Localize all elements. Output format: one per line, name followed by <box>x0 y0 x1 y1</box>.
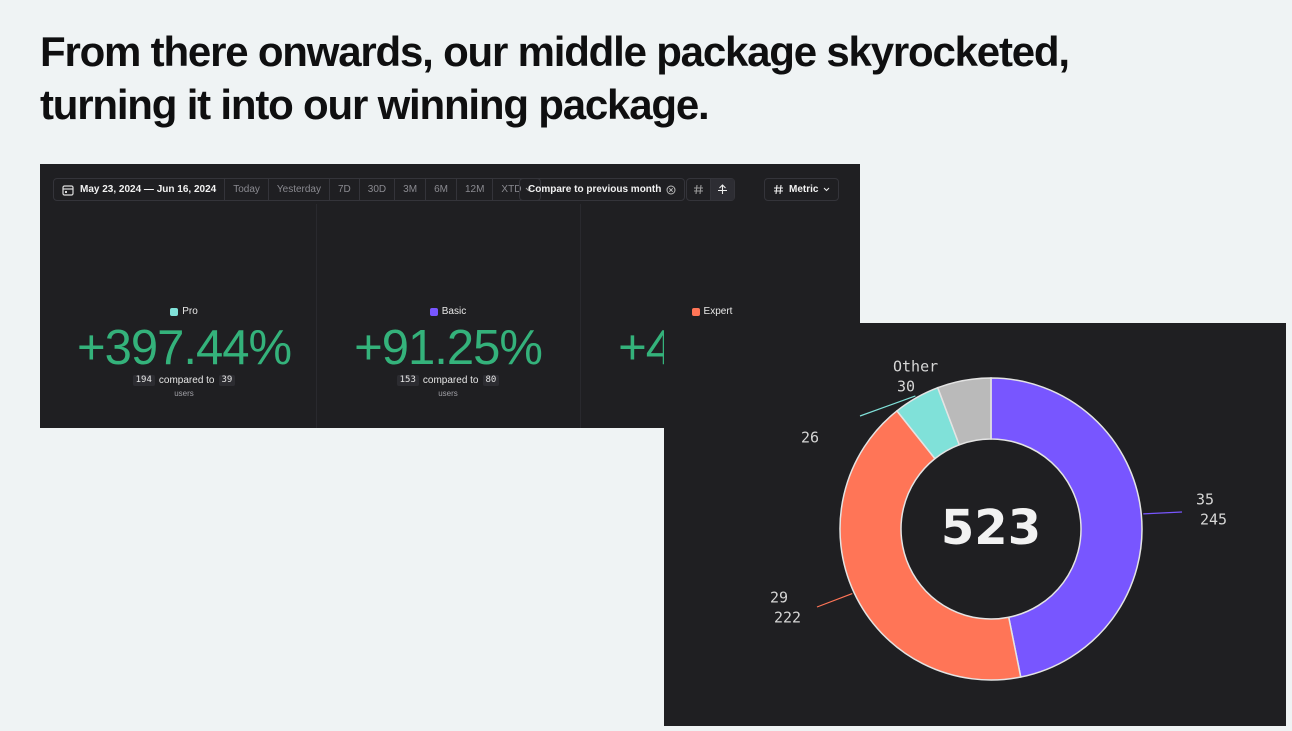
preset-text: 30D <box>367 184 387 195</box>
metric-unit: users <box>174 389 194 398</box>
comparison-text: compared to <box>158 375 215 386</box>
metric-legend: Basic <box>316 306 580 317</box>
preset-text: Today <box>233 184 260 195</box>
donut-panel: 35 245 29 222 26 Other 30 523 <box>664 323 1286 726</box>
hash-icon <box>694 184 703 195</box>
compare-button[interactable]: Compare to previous month <box>520 179 684 200</box>
metric-comparison: 153 compared to 80 <box>316 375 580 386</box>
legend-label: Basic <box>441 306 467 317</box>
metric-change: +91.25% <box>354 321 543 375</box>
donut-slice <box>990 377 1143 678</box>
leader-line <box>859 395 916 417</box>
metric-button[interactable]: Metric <box>765 179 838 200</box>
previous-value: 80 <box>482 375 500 386</box>
change-view-button[interactable] <box>710 179 734 200</box>
leader-line <box>1143 511 1183 515</box>
slice-value-label: 26 <box>801 429 819 447</box>
clear-icon <box>666 185 676 194</box>
preset-text: 12M <box>464 184 485 195</box>
metric-text: Metric <box>789 184 819 195</box>
compare-text: Compare to previous month <box>528 184 662 195</box>
calendar-icon <box>62 184 74 196</box>
preset-text: 3M <box>403 184 418 195</box>
leader-line <box>816 592 853 608</box>
view-toolbar <box>686 178 735 201</box>
donut-slice <box>839 409 1022 681</box>
legend-label: Pro <box>182 306 198 317</box>
preset-button[interactable]: XTD <box>492 179 540 200</box>
legend-swatch <box>170 307 179 316</box>
hash-icon <box>774 184 783 195</box>
metric-change: +397.44% <box>76 321 292 375</box>
dashboard: May 23, 2024 — Jun 16, 2024 Today Yesterd… <box>40 164 860 428</box>
preset-button[interactable]: 7D <box>329 179 359 200</box>
date-toolbar: May 23, 2024 — Jun 16, 2024 Today Yesterd… <box>53 178 542 201</box>
slice-value-label: 245 <box>1200 511 1227 529</box>
compare-toolbar: Compare to previous month <box>519 178 686 201</box>
preset-button[interactable]: Today <box>224 179 268 200</box>
preset-button[interactable]: 3M <box>394 179 425 200</box>
number-view-button[interactable] <box>687 179 710 200</box>
preset-text: 6M <box>434 184 448 195</box>
preset-button[interactable]: 30D <box>358 179 394 200</box>
chevron-icon <box>526 187 532 192</box>
preset-text: Yesterday <box>276 184 321 195</box>
metric-card: Pro +397.44% 194 compared to 39 users <box>52 204 316 428</box>
preset-button[interactable]: 12M <box>455 179 492 200</box>
metric-card: Basic +91.25% 153 compared to 80 users <box>316 204 580 428</box>
slide-title-line: turning it into our winning package. <box>40 81 710 128</box>
legend-swatch <box>691 307 700 316</box>
preset-button[interactable]: 6M <box>425 179 456 200</box>
preset-text: XTD <box>501 184 522 195</box>
column-divider <box>580 204 581 428</box>
preset-button[interactable]: Yesterday <box>267 179 329 200</box>
slide-title-line: From there onwards, our middle package s… <box>40 28 1070 75</box>
slice-value-label: 30 <box>897 378 915 396</box>
metric-unit: users <box>438 389 458 398</box>
metric-comparison: 194 compared to 39 <box>52 375 316 386</box>
legend-label: Expert <box>703 306 733 317</box>
current-value: 153 <box>396 375 419 386</box>
donut-total: 523 <box>941 500 1041 556</box>
slice-category-label: Other <box>893 358 938 376</box>
metric-legend: Expert <box>580 306 844 317</box>
slice-value-label: 222 <box>774 609 801 627</box>
chevron-icon <box>824 187 830 192</box>
donut-slice <box>936 377 992 446</box>
preset-text: 7D <box>338 184 351 195</box>
donut-chart: 35 245 29 222 26 Other 30 523 <box>770 358 1227 681</box>
date-range-text: May 23, 2024 — Jun 16, 2024 <box>80 184 217 195</box>
comparison-text: compared to <box>422 375 479 386</box>
arrow-icon <box>718 184 727 194</box>
date-range-button[interactable]: May 23, 2024 — Jun 16, 2024 <box>54 179 224 200</box>
column-divider <box>316 204 317 428</box>
slice-category-label: 29 <box>770 589 788 607</box>
metric-toolbar: Metric <box>764 178 840 201</box>
previous-value: 39 <box>218 375 236 386</box>
metric-legend: Pro <box>52 306 316 317</box>
slice-category-label: 35 <box>1196 491 1214 509</box>
current-value: 194 <box>132 375 155 386</box>
legend-swatch <box>429 307 438 316</box>
